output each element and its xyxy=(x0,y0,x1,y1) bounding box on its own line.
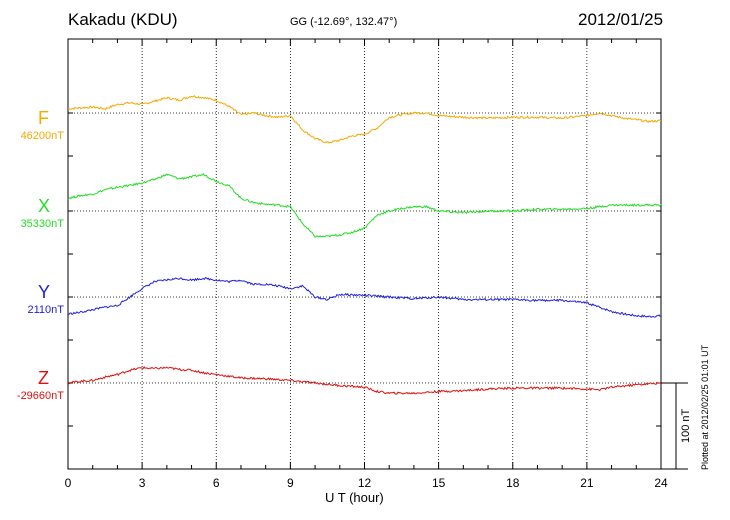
station-title: Kakadu (KDU) xyxy=(68,10,178,29)
baseline-label-x: 35330nT xyxy=(20,218,64,230)
x-tick-label: 9 xyxy=(287,476,294,490)
component-letter-y: Y xyxy=(38,282,51,302)
x-tick-label: 6 xyxy=(213,476,220,490)
x-tick-label: 12 xyxy=(358,476,372,490)
x-tick-label: 3 xyxy=(139,476,146,490)
chart-date: 2012/01/25 xyxy=(578,10,664,29)
series-line-z xyxy=(67,365,662,395)
x-tick-label: 24 xyxy=(654,476,668,490)
component-letter-f: F xyxy=(38,108,49,128)
baseline-label-y: 2110nT xyxy=(27,304,65,316)
x-tick-label: 0 xyxy=(65,476,72,490)
baseline-label-f: 46200nT xyxy=(20,130,64,142)
series-line-f xyxy=(67,95,662,144)
scale-bar-label: 100 nT xyxy=(680,408,692,443)
component-letter-x: X xyxy=(38,196,51,216)
series-line-x xyxy=(67,172,662,239)
plotted-timestamp: Plotted at 2012/02/25 01:01 UT xyxy=(700,344,710,470)
x-tick-label: 15 xyxy=(432,476,446,490)
x-tick-label: 21 xyxy=(580,476,594,490)
x-axis-label: U T (hour) xyxy=(325,490,384,505)
baseline-label-z: -29660nT xyxy=(16,390,64,402)
series-line-y xyxy=(67,277,662,318)
plot-frame xyxy=(67,38,662,470)
component-letter-z: Z xyxy=(38,368,49,388)
station-coordinates: GG (-12.69°, 132.47°) xyxy=(290,16,398,28)
x-tick-label: 18 xyxy=(506,476,520,490)
